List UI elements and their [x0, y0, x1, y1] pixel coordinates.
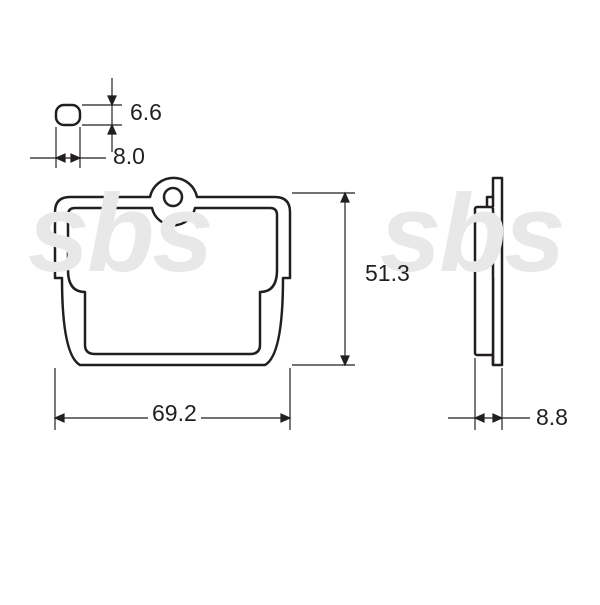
label-height: 51.3: [365, 260, 410, 287]
label-pin-height: 6.6: [130, 99, 162, 126]
label-pin-width: 8.0: [113, 143, 145, 170]
pin-shape: [56, 105, 80, 125]
technical-drawing-canvas: sbs sbs: [0, 0, 600, 600]
label-width: 69.2: [148, 400, 201, 427]
watermark-text: sbs: [28, 170, 212, 297]
label-thickness: 8.8: [536, 404, 568, 431]
dim-pin-width: [30, 127, 106, 168]
dim-height: [292, 193, 355, 365]
drawing-svg: [0, 0, 600, 600]
dim-pin-height: [82, 78, 122, 152]
dim-thickness: [448, 358, 530, 430]
